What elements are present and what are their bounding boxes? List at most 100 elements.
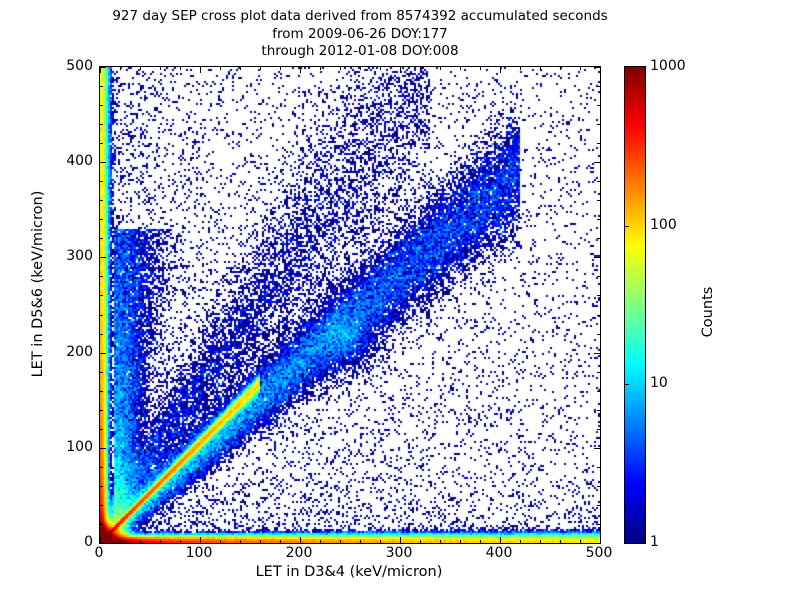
y-tick-label: 0 [84,534,93,550]
y-minor-tick [100,276,103,277]
x-tick-label: 500 [585,545,613,561]
y-minor-tick-right [597,486,600,487]
y-minor-tick [100,105,103,106]
y-major-tick [100,67,106,68]
y-minor-tick-right [597,410,600,411]
x-major-tick [600,537,601,543]
x-minor-tick-top [460,67,461,70]
y-minor-tick-right [597,219,600,220]
x-minor-tick-top [580,67,581,70]
y-minor-tick-right [597,238,600,239]
x-tick-label: 100 [185,545,213,561]
y-tick-labels: 0 100 200 300 400 500 [0,0,93,600]
x-minor-tick [320,540,321,543]
x-tick-label: 0 [94,545,104,561]
colorbar-tick [625,384,629,385]
colorbar-tick-label: 1000 [650,58,686,74]
y-minor-tick [100,467,103,468]
x-tick-label: 200 [285,545,313,561]
x-minor-tick [260,540,261,543]
y-tick-label: 500 [66,58,93,74]
x-minor-tick-top [340,67,341,70]
x-minor-tick [560,540,561,543]
y-minor-tick [100,143,103,144]
x-minor-tick-top [520,67,521,70]
colorbar-gradient [625,67,645,543]
colorbar-tick-label: 1 [650,534,659,550]
x-minor-tick [380,540,381,543]
x-minor-tick [520,540,521,543]
x-axis-label: LET in D3&4 (keV/micron) [255,564,443,580]
y-tick-label: 300 [66,248,93,265]
x-major-tick-top [100,67,101,73]
y-major-tick-right [594,448,600,449]
x-minor-tick-top [380,67,381,70]
y-minor-tick-right [597,105,600,106]
x-minor-tick [280,540,281,543]
x-minor-tick-top [480,67,481,70]
y-minor-tick [100,505,103,506]
y-minor-tick [100,200,103,201]
x-minor-tick-top [260,67,261,70]
x-minor-tick [180,540,181,543]
x-minor-tick [120,540,121,543]
x-major-tick-top [200,67,201,73]
y-major-tick [100,543,106,544]
y-minor-tick-right [597,143,600,144]
title-line-3: through 2012-01-08 DOY:008 [261,43,459,60]
y-major-tick [100,257,106,258]
x-minor-tick [420,540,421,543]
x-major-tick-top [500,67,501,73]
y-minor-tick [100,391,103,392]
colorbar-label: Counts [700,286,716,338]
y-minor-tick-right [597,315,600,316]
colorbar-tick-label: 100 [650,217,677,233]
y-tick-label: 100 [66,438,93,455]
y-minor-tick-right [597,200,600,201]
title-line-2: from 2009-06-26 DOY:177 [272,25,448,42]
x-minor-tick-top [240,67,241,70]
y-minor-tick [100,429,103,430]
x-minor-tick-top [420,67,421,70]
x-major-tick-top [400,67,401,73]
x-minor-tick-top [160,67,161,70]
y-minor-tick-right [597,429,600,430]
y-minor-tick [100,124,103,125]
x-tick-label: 300 [385,545,413,561]
y-major-tick-right [594,162,600,163]
x-tick-label: 400 [485,545,513,561]
y-major-tick-right [594,353,600,354]
x-minor-tick-top [360,67,361,70]
x-minor-tick-top [180,67,181,70]
x-minor-tick-top [220,67,221,70]
y-minor-tick [100,524,103,525]
y-minor-tick-right [597,391,600,392]
colorbar-tick [625,226,629,227]
x-minor-tick [220,540,221,543]
y-major-tick [100,353,106,354]
x-minor-tick-top [560,67,561,70]
x-minor-tick [440,540,441,543]
y-minor-tick-right [597,276,600,277]
y-major-tick-right [594,543,600,544]
x-minor-tick-top [120,67,121,70]
y-minor-tick-right [597,181,600,182]
y-minor-tick [100,486,103,487]
y-major-tick-right [594,257,600,258]
y-minor-tick [100,410,103,411]
x-minor-tick [240,540,241,543]
y-minor-tick [100,219,103,220]
colorbar [624,66,646,544]
x-major-tick [100,537,101,543]
y-minor-tick-right [597,372,600,373]
y-minor-tick [100,238,103,239]
x-minor-tick [580,540,581,543]
y-tick-label: 400 [66,153,93,170]
x-minor-tick [160,540,161,543]
y-minor-tick [100,295,103,296]
x-minor-tick-top [280,67,281,70]
x-minor-tick-top [540,67,541,70]
plot-title: 927 day SEP cross plot data derived from… [0,8,720,61]
x-minor-tick-top [320,67,321,70]
